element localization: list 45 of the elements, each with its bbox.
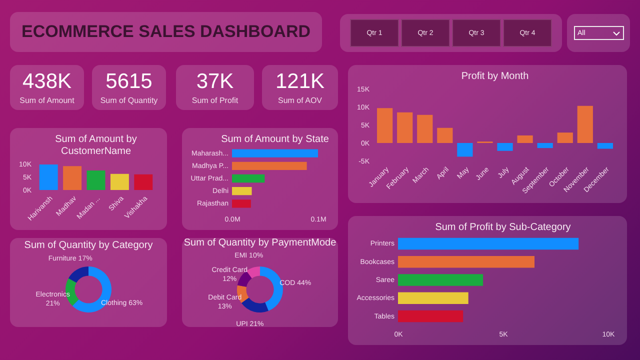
bar: [232, 186, 252, 196]
chart-title: Sum of Quantity by Category: [24, 240, 153, 251]
bar: [497, 143, 513, 151]
text: 5615: [106, 70, 152, 94]
bar: [232, 200, 251, 208]
bar: [63, 166, 82, 190]
chart-title: Profit by Month: [461, 71, 529, 82]
bar: [377, 108, 393, 143]
bar: [597, 143, 613, 149]
bar: [417, 114, 433, 143]
bar: [134, 174, 153, 190]
donut-slice: [246, 266, 260, 278]
bar: [110, 174, 129, 190]
chart-title: Sum of Profit by Sub-Category: [435, 222, 571, 233]
text: 121K: [275, 70, 325, 94]
bar: [397, 112, 413, 143]
text: Sum of Amount: [20, 96, 74, 105]
bar: [398, 274, 484, 286]
bar: [537, 143, 553, 148]
bar: [39, 164, 58, 190]
donut-slice: [68, 266, 88, 283]
bar: [557, 132, 573, 143]
text: Sum of Quantity: [100, 96, 158, 105]
chart-title: Sum of Amount by CustomerName: [55, 134, 137, 157]
bar: [232, 149, 318, 158]
chart-title: Sum of Quantity by PaymentMode: [184, 237, 337, 248]
chart-title: Sum of Amount by State: [221, 134, 330, 145]
bar: [398, 256, 534, 268]
bar: [398, 238, 579, 250]
bar: [232, 174, 265, 183]
bar: [577, 106, 593, 143]
bar: [437, 128, 453, 143]
bar: [398, 310, 464, 322]
bar: [232, 162, 307, 170]
text: 438K: [22, 70, 72, 94]
donut-slice: [241, 298, 268, 312]
text: Sum of Profit: [192, 96, 238, 105]
text: 37K: [196, 70, 234, 94]
bar: [86, 170, 106, 190]
bar: [457, 143, 473, 157]
donut-slice: [237, 270, 252, 287]
text: ECOMMERCE SALES DASHBOARD: [21, 22, 311, 42]
text: Sum of AOV: [278, 96, 322, 105]
bar: [517, 135, 533, 143]
bar: [398, 292, 468, 304]
